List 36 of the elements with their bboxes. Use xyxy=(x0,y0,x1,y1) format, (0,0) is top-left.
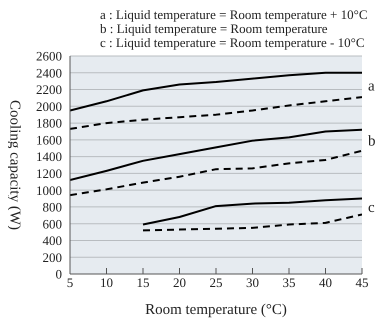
y-tick-label: 200 xyxy=(42,250,62,265)
y-tick-label: 2200 xyxy=(36,82,62,98)
x-tick-label: 25 xyxy=(210,275,222,290)
text: c xyxy=(368,200,375,216)
x-tick-label: 45 xyxy=(356,275,368,290)
text: a : Liquid temperature = Room temperature + 10°C xyxy=(100,7,369,22)
y-tick-label: 400 xyxy=(42,233,62,248)
x-tick-label: 40 xyxy=(319,275,332,290)
text: a xyxy=(368,78,375,94)
y-tick-label: 800 xyxy=(42,200,62,215)
y-tick-label: 1400 xyxy=(36,149,62,164)
line-series xyxy=(70,96,362,130)
text: b : Liquid temperature = Room temperature xyxy=(100,21,329,36)
y-tick-label: 2400 xyxy=(36,65,62,80)
line-series xyxy=(142,198,362,226)
y-tick-label: 600 xyxy=(42,216,62,232)
y-tick-label: 1600 xyxy=(36,132,62,148)
y-tick-label: 2600 xyxy=(36,48,62,64)
x-tick-label: 10 xyxy=(100,275,113,290)
x-tick-label: 5 xyxy=(66,275,74,290)
text: b xyxy=(368,134,376,150)
y-tick-label: 1000 xyxy=(36,182,62,198)
y-tick-label: 1800 xyxy=(36,116,62,131)
x-tick-label: 35 xyxy=(282,275,296,290)
x-tick-label: 30 xyxy=(246,275,259,290)
x-axis-title: Room temperature (°C) xyxy=(145,302,287,318)
line-series xyxy=(70,72,362,112)
y-tick-label: 2000 xyxy=(36,98,62,114)
x-tick-label: 15 xyxy=(136,275,150,290)
text: c : Liquid temperature = Room temperature - 10°C xyxy=(100,35,366,50)
line-series xyxy=(70,128,362,182)
line-series xyxy=(142,213,362,232)
line-series xyxy=(70,150,362,196)
y-tick-label: 0 xyxy=(56,266,62,282)
x-tick-label: 20 xyxy=(173,275,186,290)
y-tick-label: 1200 xyxy=(36,166,62,181)
